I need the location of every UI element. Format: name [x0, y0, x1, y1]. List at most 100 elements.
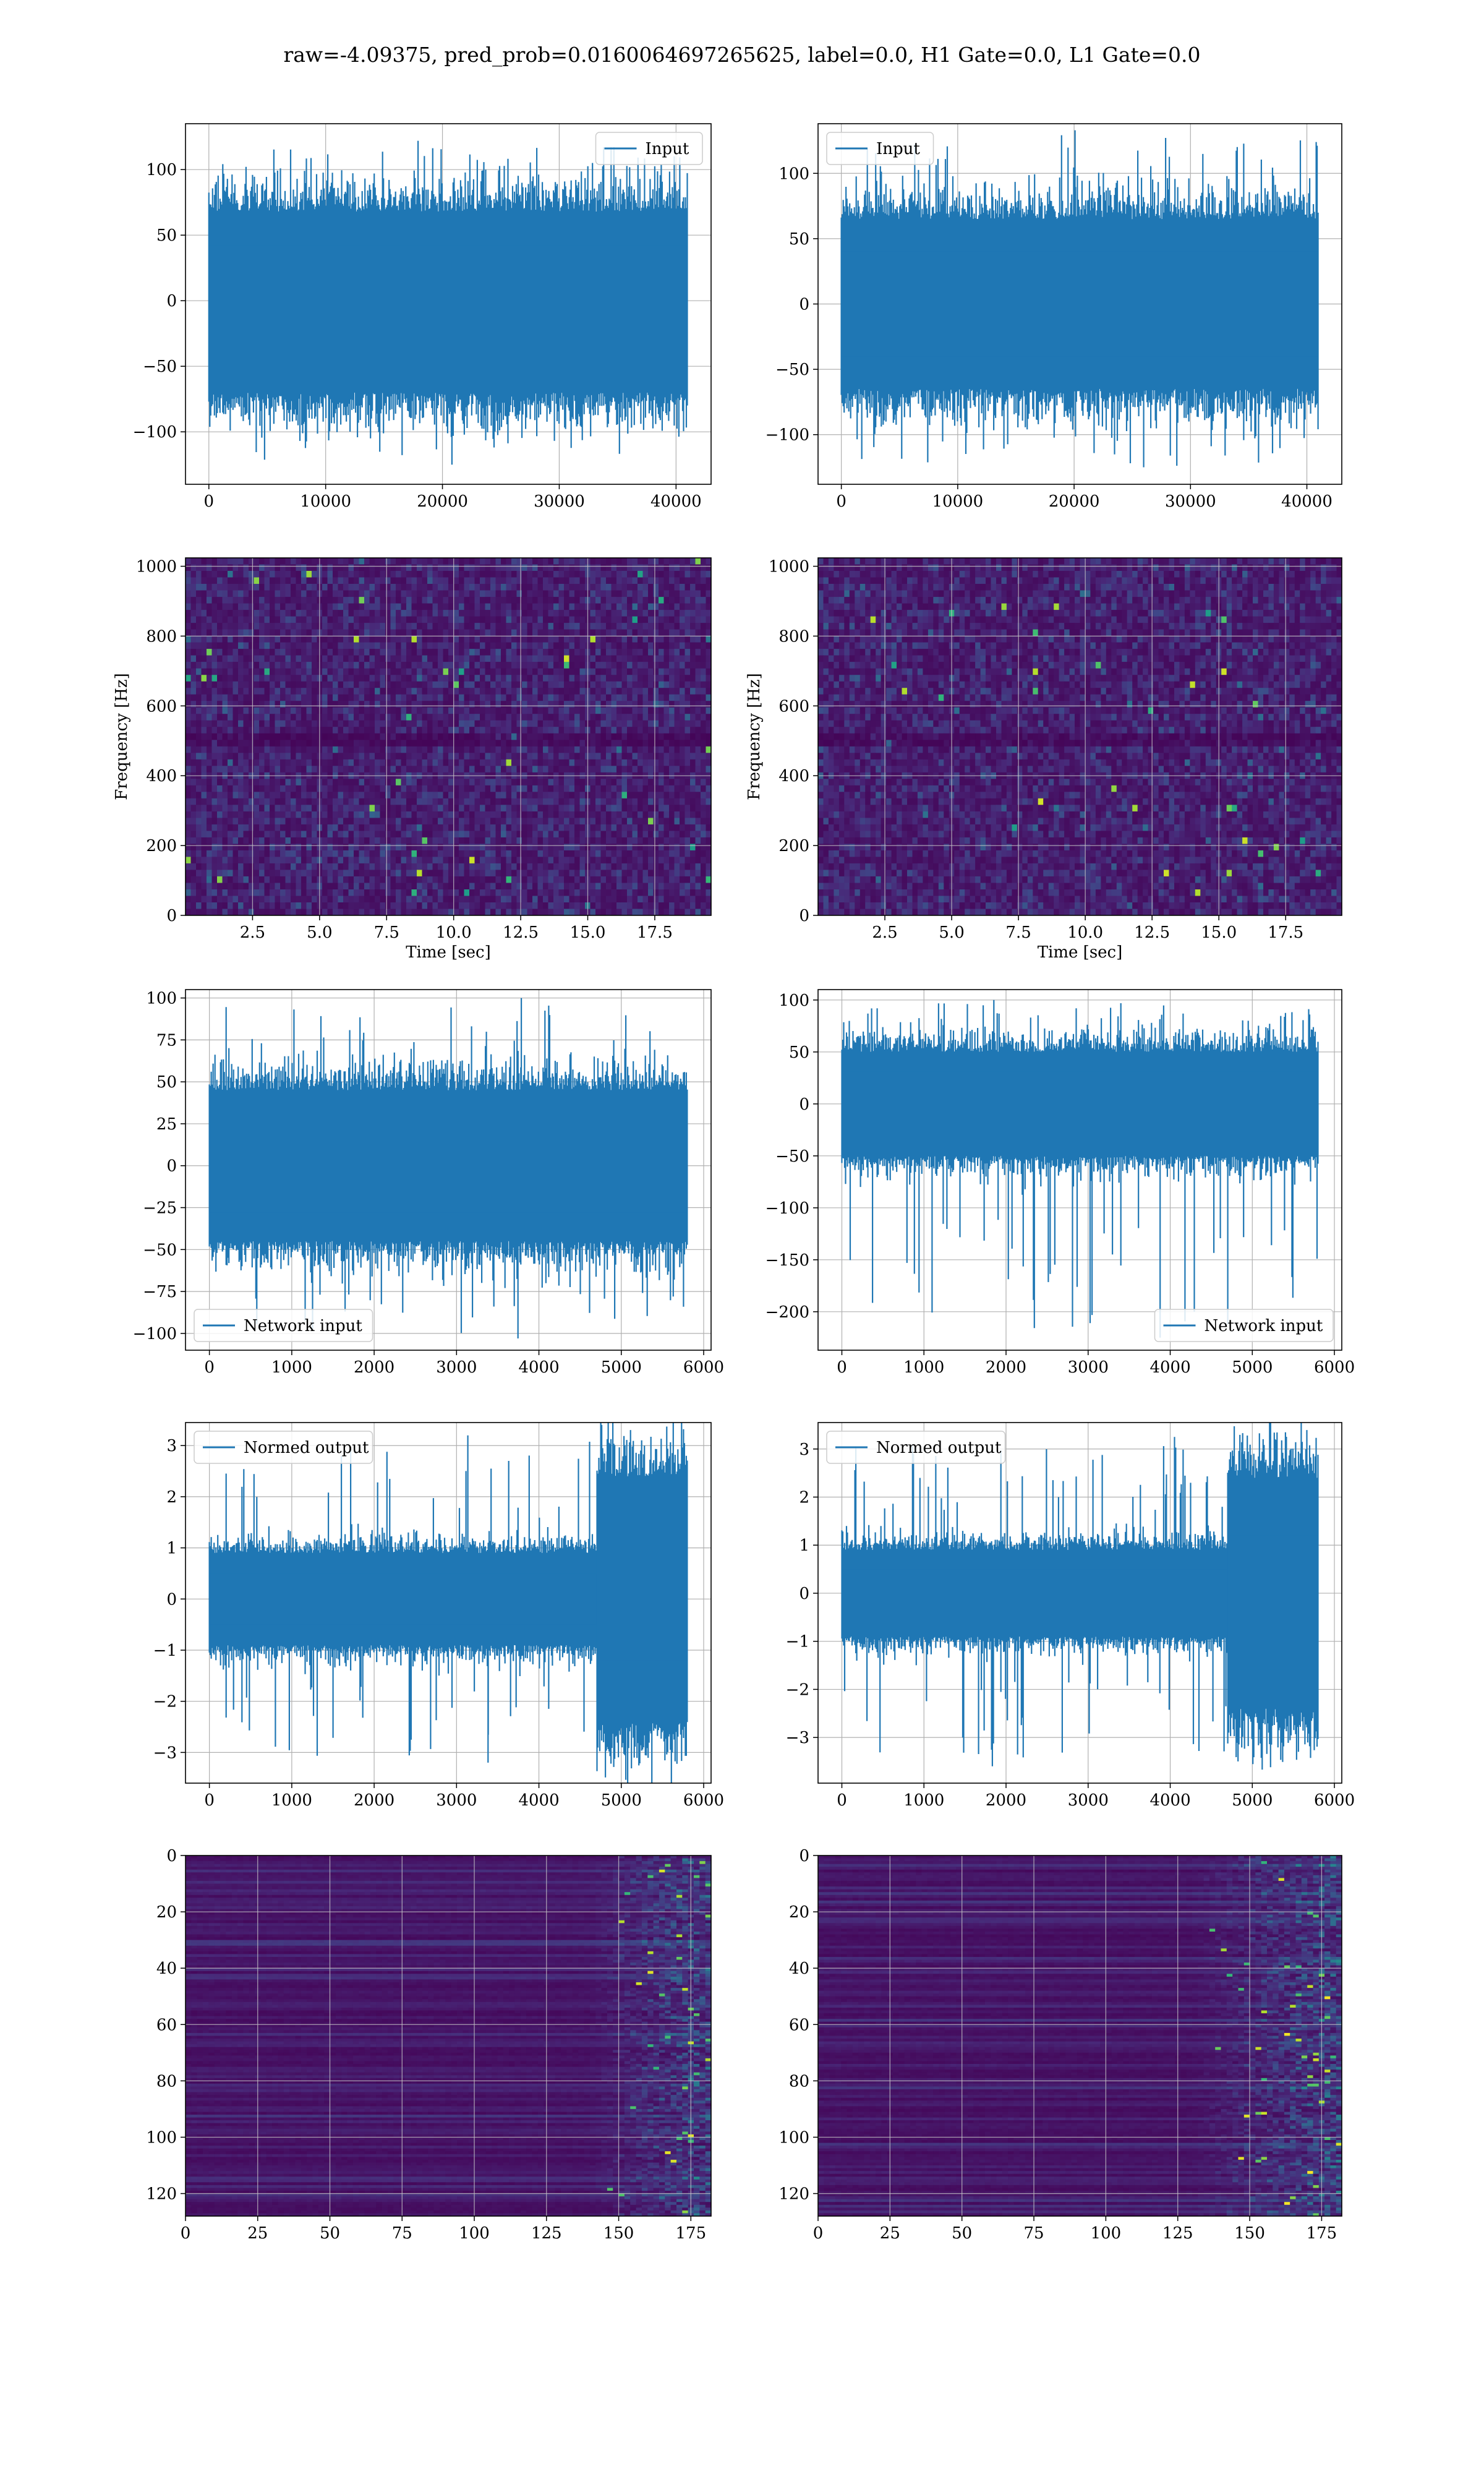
heatmap-cell: [600, 649, 607, 656]
heatmap-cell: [553, 590, 560, 597]
heatmap-cell: [417, 564, 423, 571]
heatmap-cell: [485, 571, 491, 578]
heatmap-cell: [632, 785, 638, 792]
heatmap-cell: [207, 805, 213, 812]
heatmap-cell: [453, 649, 459, 656]
heatmap-cell: [306, 577, 312, 584]
heatmap-cell: [653, 636, 659, 643]
heatmap-cell: [611, 850, 617, 857]
heatmap-cell: [364, 649, 370, 656]
heatmap-cell: [270, 584, 276, 591]
heatmap-cell: [674, 850, 680, 857]
heatmap-cell: [422, 681, 428, 688]
heatmap-cell: [238, 720, 244, 727]
heatmap-cell: [369, 746, 375, 753]
heatmap-cell: [438, 811, 444, 818]
heatmap-cell: [638, 850, 644, 857]
heatmap-cell: [522, 707, 528, 714]
heatmap-cell: [385, 850, 391, 857]
heatmap-cell: [669, 558, 675, 565]
legend-box: [595, 132, 703, 165]
heatmap-cell: [285, 668, 291, 675]
heatmap-cell: [338, 811, 344, 818]
heatmap-cell: [480, 844, 486, 851]
heatmap-cell: [485, 558, 491, 565]
heatmap-cell: [701, 785, 707, 792]
heatmap-cell: [642, 818, 649, 825]
heatmap-cell: [338, 733, 344, 740]
heatmap-cell: [632, 811, 638, 818]
heatmap-cell: [537, 571, 544, 578]
heatmap-cell: [380, 824, 386, 831]
heatmap-cell: [296, 844, 302, 851]
heatmap-cell: [485, 688, 491, 695]
heatmap-cell: [301, 701, 307, 708]
heatmap-cell: [359, 642, 365, 649]
heatmap-cell: [495, 564, 501, 571]
heatmap-cell: [506, 675, 512, 682]
heatmap-cell: [427, 857, 433, 864]
heatmap-cell: [401, 824, 407, 831]
heatmap-cell: [511, 564, 518, 571]
heatmap-cell: [453, 837, 459, 844]
heatmap-cell: [333, 655, 339, 662]
heatmap-cell: [663, 558, 670, 565]
heatmap-cell: [427, 746, 433, 753]
heatmap-cell: [522, 668, 528, 675]
heatmap-cell: [706, 753, 711, 760]
heatmap-cell: [238, 577, 244, 584]
heatmap-cell: [469, 811, 475, 818]
heatmap-cell: [590, 792, 596, 799]
heatmap-cell: [275, 837, 281, 844]
heatmap-cell: [228, 597, 234, 604]
heatmap-cell: [480, 792, 486, 799]
heatmap-cell: [590, 681, 596, 688]
heatmap-cell: [369, 766, 375, 773]
heatmap-cell: [249, 805, 255, 812]
heatmap-cell: [537, 733, 544, 740]
heatmap-cell: [480, 733, 486, 740]
heatmap-cell: [621, 753, 628, 760]
heatmap-cell: [511, 837, 518, 844]
heatmap-cell: [196, 818, 202, 825]
heatmap-cell: [627, 577, 633, 584]
heatmap-cell: [270, 733, 276, 740]
heatmap-cell: [275, 792, 281, 799]
heatmap-cell: [338, 603, 344, 610]
heatmap-cell: [695, 649, 701, 656]
heatmap-cell: [380, 597, 386, 604]
heatmap-cell: [343, 798, 349, 805]
heatmap-cell: [375, 623, 381, 630]
heatmap-cell: [474, 623, 480, 630]
heatmap-cell: [495, 818, 501, 825]
heatmap-cell: [653, 850, 659, 857]
heatmap-cell: [642, 584, 649, 591]
heatmap-cell: [474, 636, 480, 643]
heatmap-cell: [600, 733, 607, 740]
heatmap-cell: [417, 746, 423, 753]
heatmap-cell: [469, 688, 475, 695]
heatmap-cell: [695, 792, 701, 799]
heatmap-cell: [196, 577, 202, 584]
heatmap-cell: [291, 668, 297, 675]
heatmap-cell: [579, 844, 586, 851]
heatmap-cell: [438, 603, 444, 610]
heatmap-cell: [706, 824, 711, 831]
heatmap-cell: [296, 649, 302, 656]
heatmap-cell: [543, 577, 549, 584]
heatmap-cell: [485, 616, 491, 623]
heatmap-cell: [595, 642, 602, 649]
heatmap-cell: [322, 642, 328, 649]
heatmap-cell: [564, 857, 570, 864]
heatmap-cell: [359, 785, 365, 792]
heatmap-cell: [459, 766, 465, 773]
heatmap-cell: [427, 831, 433, 838]
heatmap-cell: [243, 863, 249, 870]
heatmap-cell: [211, 759, 218, 766]
heatmap-cell: [506, 863, 512, 870]
heatmap-cell: [417, 694, 423, 701]
heatmap-cell: [527, 590, 533, 597]
heatmap-cell: [327, 857, 333, 864]
heatmap-cell: [249, 655, 255, 662]
heatmap-cell: [501, 805, 507, 812]
